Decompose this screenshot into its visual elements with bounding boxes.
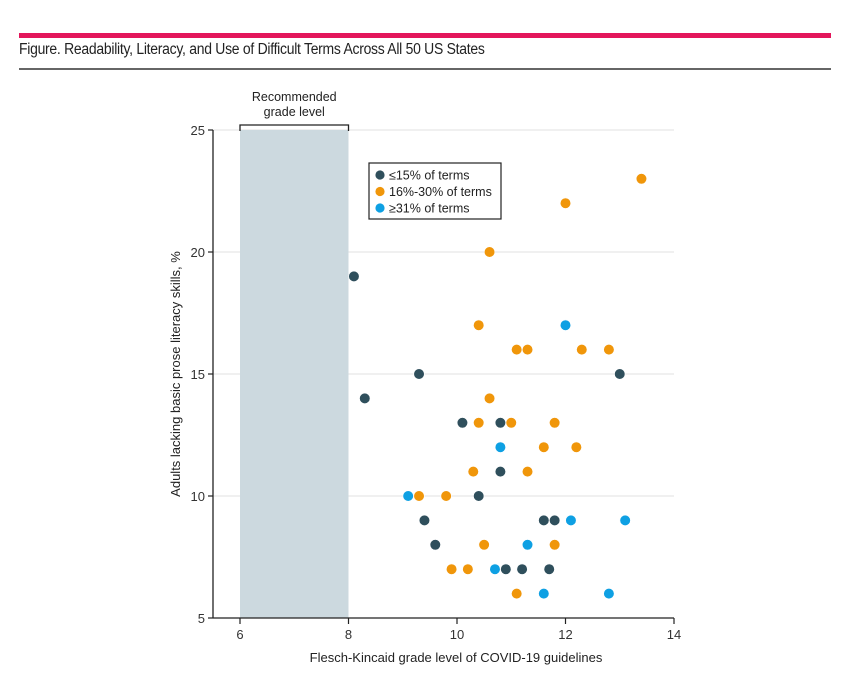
legend-marker — [375, 203, 385, 213]
legend-marker — [375, 186, 385, 197]
y-tick-label: 10 — [191, 489, 205, 504]
data-point — [402, 490, 414, 502]
data-points — [348, 173, 648, 600]
data-point — [483, 392, 496, 405]
x-axis-label: Flesch-Kincaid grade level of COVID-19 g… — [310, 650, 603, 665]
data-point — [473, 490, 485, 502]
data-point — [413, 368, 425, 380]
x-tick-label: 10 — [450, 627, 464, 642]
data-point — [570, 441, 582, 453]
y-axis-label: Adults lacking basic prose literacy skil… — [168, 251, 183, 497]
data-point — [494, 441, 507, 453]
figure-title: Figure. Readability, Literacy, and Use o… — [19, 41, 485, 58]
data-point — [549, 539, 561, 551]
data-point — [489, 563, 501, 575]
axes: 5 10 15 20 25 6 8 10 12 14 — [191, 123, 682, 642]
data-point — [473, 319, 485, 331]
data-point — [543, 563, 555, 575]
y-tick-label: 15 — [191, 367, 205, 382]
data-point — [559, 197, 572, 209]
data-point — [413, 490, 425, 502]
data-point — [348, 270, 360, 283]
data-point — [483, 246, 496, 258]
legend-label: ≥31% of terms — [389, 202, 470, 216]
data-point — [603, 587, 615, 600]
y-tick-label: 20 — [191, 245, 205, 260]
data-point — [418, 514, 431, 527]
x-tick-label: 8 — [345, 627, 352, 642]
data-point — [494, 417, 507, 429]
y-tick-label: 5 — [198, 611, 205, 626]
data-point — [559, 319, 572, 331]
legend-marker — [375, 170, 385, 180]
data-point — [440, 490, 452, 502]
recommended-label-line2: grade level — [264, 105, 325, 119]
data-point — [429, 539, 441, 551]
data-point — [565, 514, 577, 527]
x-tick-label: 12 — [558, 627, 572, 642]
data-point — [549, 514, 561, 527]
data-point — [359, 392, 371, 405]
data-point — [494, 466, 507, 478]
legend: ≤15% of terms 16%-30% of terms ≥31% of ter… — [368, 162, 502, 220]
data-point — [538, 514, 550, 527]
x-tick-label: 14 — [667, 627, 681, 642]
data-point — [576, 344, 588, 356]
data-point — [511, 344, 523, 356]
data-point — [462, 563, 474, 575]
data-point — [635, 173, 648, 185]
data-point — [614, 368, 626, 380]
y-tick-label: 25 — [191, 123, 205, 138]
accent-bar — [19, 33, 831, 38]
recommended-label-line1: Recommended — [252, 90, 337, 104]
data-point — [538, 441, 550, 453]
legend-label: 16%-30% of terms — [389, 185, 492, 199]
data-point — [445, 563, 458, 575]
data-point — [500, 563, 512, 575]
data-point — [473, 417, 485, 429]
recommended-bracket — [239, 124, 350, 131]
legend-box — [368, 162, 502, 220]
legend-label: ≤15% of terms — [389, 169, 470, 183]
data-point — [467, 466, 479, 478]
recommended-band — [240, 130, 349, 618]
data-point — [478, 539, 490, 551]
data-point — [511, 587, 523, 600]
data-point — [549, 417, 561, 429]
data-point — [456, 417, 469, 429]
title-rule — [19, 68, 831, 70]
data-point — [521, 539, 534, 551]
data-point — [516, 563, 528, 575]
data-point — [619, 514, 631, 527]
data-point — [603, 344, 615, 356]
data-point — [521, 466, 534, 478]
data-point — [521, 344, 534, 356]
data-point — [538, 587, 550, 600]
x-tick-label: 6 — [236, 627, 243, 642]
data-point — [505, 417, 517, 429]
